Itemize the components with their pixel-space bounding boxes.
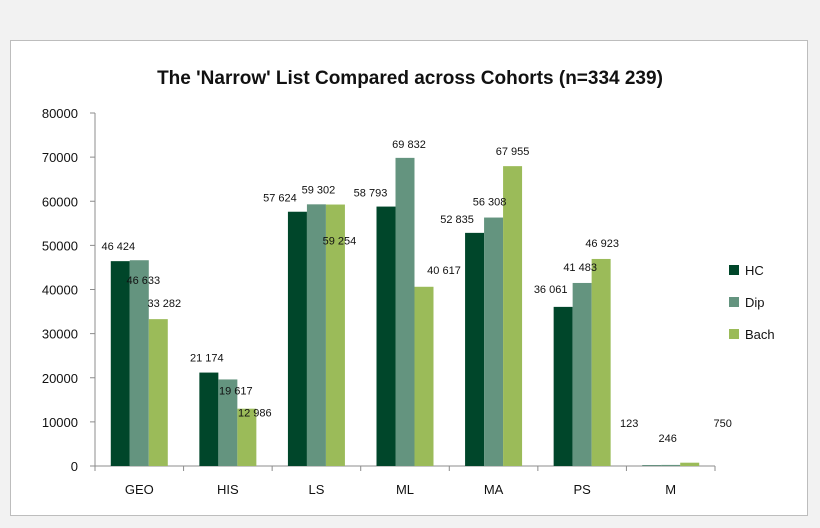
x-tick-label-his: HIS — [217, 482, 239, 497]
bar-hc-ml — [376, 206, 396, 467]
bar-bach-ma — [503, 166, 523, 466]
data-label-bach-ma: 67 955 — [496, 146, 530, 158]
legend-swatch-bach — [729, 329, 739, 339]
bar-hc-his — [199, 372, 219, 466]
bar-hc-ps — [553, 306, 573, 466]
axes: 0 10000 20000 30000 40000 50000 60000 70000 8000… — [42, 106, 716, 497]
data-labels: 46 424 46 633 33 282 21 174 19 617 12 986 57 6… — [101, 139, 731, 445]
bar-dip-ma — [484, 217, 504, 466]
bars — [110, 157, 700, 467]
x-tick-label-ml: ML — [396, 482, 414, 497]
data-label-dip-his: 19 617 — [219, 385, 253, 397]
bar-bach-m — [680, 462, 700, 466]
data-label-hc-ml: 58 793 — [354, 188, 388, 200]
bar-dip-m — [661, 464, 681, 466]
data-label-hc-m: 123 — [620, 418, 638, 430]
bar-hc-geo — [110, 261, 130, 466]
bar-bach-ml — [414, 286, 434, 466]
bar-bach-ps — [591, 258, 611, 466]
x-tick-label-ma: MA — [484, 482, 504, 497]
y-tick-label: 40000 — [42, 283, 78, 298]
data-label-bach-his: 12 986 — [238, 408, 272, 420]
legend-swatch-hc — [729, 265, 739, 275]
data-label-dip-m: 246 — [659, 433, 677, 445]
bar-bach-geo — [148, 319, 168, 466]
x-tick-label-geo: GEO — [125, 482, 154, 497]
data-label-dip-ls: 59 302 — [302, 184, 336, 196]
legend-label-bach: Bach — [745, 327, 775, 342]
legend: HC Dip Bach — [729, 263, 775, 342]
data-label-bach-ls: 59 254 — [323, 236, 357, 248]
y-tick-label: 10000 — [42, 415, 78, 430]
data-label-bach-geo: 33 282 — [147, 298, 181, 310]
x-tick-label-ls: LS — [308, 482, 324, 497]
data-label-dip-geo: 46 633 — [126, 275, 160, 287]
data-label-bach-m: 750 — [714, 418, 732, 430]
data-label-hc-ma: 52 835 — [440, 214, 474, 226]
bar-dip-ps — [572, 282, 592, 466]
data-label-hc-his: 21 174 — [190, 353, 224, 365]
legend-swatch-dip — [729, 297, 739, 307]
y-tick-label: 60000 — [42, 194, 78, 209]
bar-dip-ls — [306, 204, 326, 466]
x-tick-label-m: M — [665, 482, 676, 497]
bar-hc-ma — [465, 232, 485, 466]
legend-label-dip: Dip — [745, 295, 765, 310]
data-label-bach-ps: 46 923 — [585, 238, 619, 250]
bar-hc-m — [642, 465, 662, 466]
data-label-hc-ps: 36 061 — [534, 284, 568, 296]
x-tick-label-ps: PS — [573, 482, 591, 497]
bar-bach-ls — [325, 204, 345, 466]
bar-bach-his — [237, 408, 257, 466]
bar-hc-ls — [287, 211, 307, 466]
y-tick-label: 80000 — [42, 106, 78, 121]
y-tick-label: 20000 — [42, 371, 78, 386]
bar-dip-geo — [129, 260, 149, 466]
data-label-dip-ps: 41 483 — [563, 262, 597, 274]
data-label-bach-ml: 40 617 — [427, 265, 461, 277]
y-tick-label: 50000 — [42, 238, 78, 253]
data-label-dip-ma: 56 308 — [473, 197, 507, 209]
data-label-dip-ml: 69 832 — [392, 139, 426, 151]
bar-dip-his — [218, 379, 238, 466]
bar-dip-ml — [395, 157, 415, 466]
y-tick-label: 70000 — [42, 150, 78, 165]
legend-label-hc: HC — [745, 263, 764, 278]
data-label-hc-geo: 46 424 — [101, 241, 135, 253]
y-tick-label: 30000 — [42, 327, 78, 342]
chart-title: The 'Narrow' List Compared across Cohort… — [157, 68, 663, 89]
data-label-hc-ls: 57 624 — [263, 193, 297, 205]
y-tick-label: 0 — [71, 459, 78, 474]
